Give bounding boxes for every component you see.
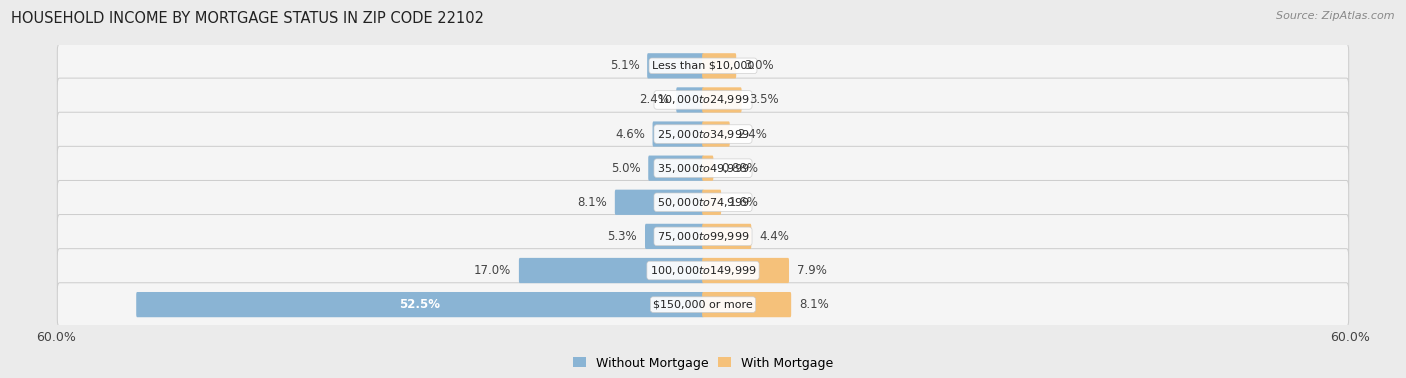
Text: 17.0%: 17.0% <box>474 264 512 277</box>
FancyBboxPatch shape <box>58 215 1348 258</box>
Legend: Without Mortgage, With Mortgage: Without Mortgage, With Mortgage <box>568 352 838 375</box>
FancyBboxPatch shape <box>58 249 1348 292</box>
Text: 5.1%: 5.1% <box>610 59 640 72</box>
FancyBboxPatch shape <box>702 121 730 147</box>
Text: 0.88%: 0.88% <box>721 162 758 175</box>
FancyBboxPatch shape <box>702 258 789 283</box>
Text: 7.9%: 7.9% <box>797 264 827 277</box>
FancyBboxPatch shape <box>647 53 704 79</box>
Text: Less than $10,000: Less than $10,000 <box>652 61 754 71</box>
FancyBboxPatch shape <box>58 112 1348 156</box>
Text: $50,000 to $74,999: $50,000 to $74,999 <box>657 196 749 209</box>
FancyBboxPatch shape <box>702 224 751 249</box>
FancyBboxPatch shape <box>645 224 704 249</box>
Text: $100,000 to $149,999: $100,000 to $149,999 <box>650 264 756 277</box>
Text: 3.5%: 3.5% <box>749 93 779 107</box>
Text: $10,000 to $24,999: $10,000 to $24,999 <box>657 93 749 107</box>
FancyBboxPatch shape <box>58 283 1348 327</box>
FancyBboxPatch shape <box>652 121 704 147</box>
FancyBboxPatch shape <box>702 190 721 215</box>
Text: 2.4%: 2.4% <box>638 93 668 107</box>
FancyBboxPatch shape <box>58 146 1348 190</box>
FancyBboxPatch shape <box>676 87 704 113</box>
FancyBboxPatch shape <box>58 180 1348 224</box>
Text: 5.3%: 5.3% <box>607 230 637 243</box>
Text: 2.4%: 2.4% <box>738 127 768 141</box>
Text: $150,000 or more: $150,000 or more <box>654 300 752 310</box>
FancyBboxPatch shape <box>58 44 1348 88</box>
Text: $35,000 to $49,999: $35,000 to $49,999 <box>657 162 749 175</box>
Text: 1.6%: 1.6% <box>728 196 759 209</box>
Text: $75,000 to $99,999: $75,000 to $99,999 <box>657 230 749 243</box>
FancyBboxPatch shape <box>702 155 713 181</box>
Text: 52.5%: 52.5% <box>399 298 440 311</box>
FancyBboxPatch shape <box>136 292 704 317</box>
Text: 8.1%: 8.1% <box>799 298 828 311</box>
Text: $25,000 to $34,999: $25,000 to $34,999 <box>657 127 749 141</box>
FancyBboxPatch shape <box>702 53 737 79</box>
Text: 4.4%: 4.4% <box>759 230 789 243</box>
FancyBboxPatch shape <box>648 155 704 181</box>
FancyBboxPatch shape <box>58 78 1348 122</box>
Text: HOUSEHOLD INCOME BY MORTGAGE STATUS IN ZIP CODE 22102: HOUSEHOLD INCOME BY MORTGAGE STATUS IN Z… <box>11 11 484 26</box>
Text: 8.1%: 8.1% <box>578 196 607 209</box>
Text: 4.6%: 4.6% <box>614 127 645 141</box>
Text: 5.0%: 5.0% <box>610 162 641 175</box>
Text: Source: ZipAtlas.com: Source: ZipAtlas.com <box>1277 11 1395 21</box>
FancyBboxPatch shape <box>702 292 792 317</box>
FancyBboxPatch shape <box>702 87 741 113</box>
Text: 3.0%: 3.0% <box>744 59 773 72</box>
FancyBboxPatch shape <box>519 258 704 283</box>
FancyBboxPatch shape <box>614 190 704 215</box>
